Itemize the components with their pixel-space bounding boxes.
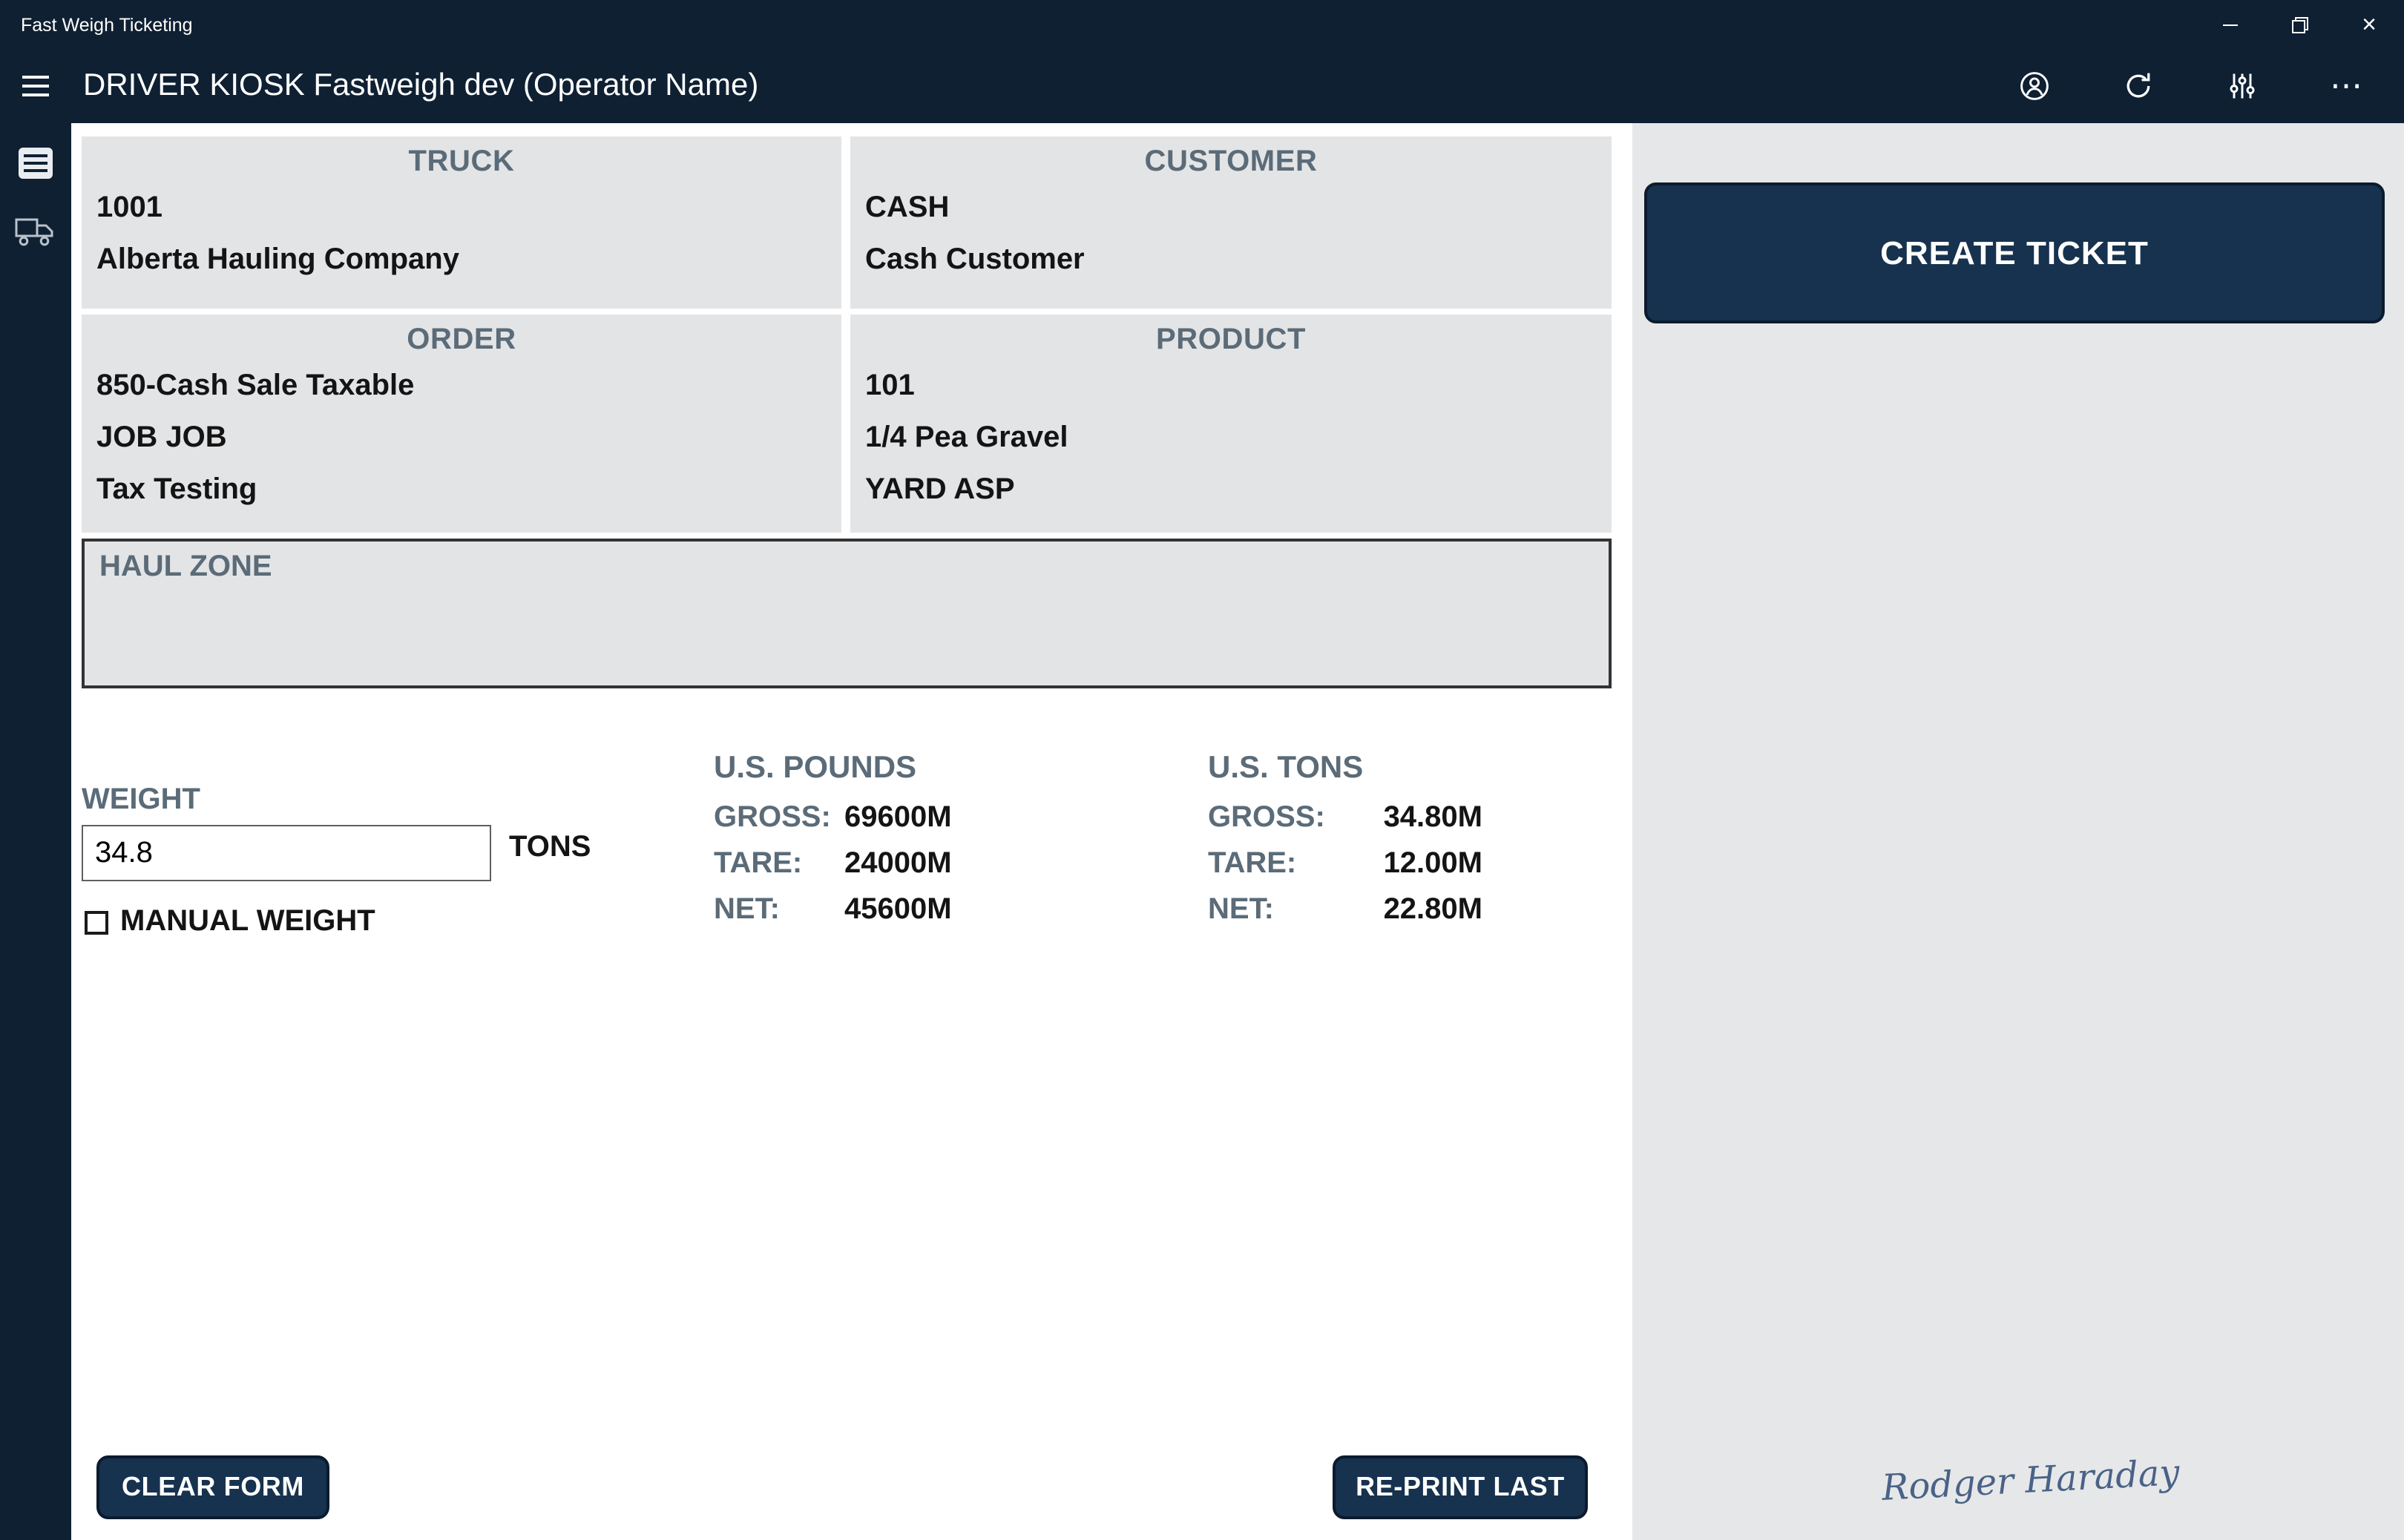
pounds-gross-row: GROSS: 69600M <box>714 795 1011 841</box>
close-button[interactable]: × <box>2334 0 2404 49</box>
order-code: 850-Cash Sale Taxable <box>96 369 415 402</box>
product-panel[interactable]: PRODUCT 101 1/4 Pea Gravel YARD ASP <box>850 315 1612 533</box>
pounds-gross-value: 69600M <box>844 801 952 834</box>
window-controls: × <box>2195 0 2404 49</box>
us-pounds-readout: U.S. POUNDS GROSS: 69600M TARE: 24000M N… <box>714 751 1011 933</box>
menu-icon[interactable] <box>0 49 71 123</box>
pounds-tare-value: 24000M <box>844 847 952 880</box>
pounds-gross-label: GROSS: <box>714 801 831 834</box>
pounds-net-value: 45600M <box>844 893 952 926</box>
signature: Rodger Haraday <box>1880 1452 2181 1509</box>
customer-panel[interactable]: CUSTOMER CASH Cash Customer <box>850 136 1612 309</box>
app-header: DRIVER KIOSK Fastweigh dev (Operator Nam… <box>0 49 2404 123</box>
tons-gross-label: GROSS: <box>1208 801 1325 834</box>
window-title: Fast Weigh Ticketing <box>21 14 193 35</box>
weight-input[interactable] <box>82 825 491 881</box>
product-yard: YARD ASP <box>865 473 1015 506</box>
tons-tare-value: 12.00M <box>1383 847 1482 880</box>
order-job: JOB JOB <box>96 421 227 454</box>
manual-weight-label: MANUAL WEIGHT <box>120 905 375 938</box>
create-ticket-button[interactable]: CREATE TICKET <box>1644 182 2385 323</box>
truck-panel-title: TRUCK <box>408 145 515 178</box>
weight-label: WEIGHT <box>82 783 200 816</box>
pounds-net-label: NET: <box>714 893 780 926</box>
minimize-button[interactable] <box>2195 0 2265 49</box>
truck-icon[interactable] <box>12 212 59 251</box>
header-actions: ⋯ <box>2015 67 2404 105</box>
ticket-list-icon[interactable] <box>12 144 59 182</box>
right-panel: CREATE TICKET Rodger Haraday <box>1632 123 2404 1540</box>
maximize-button[interactable] <box>2265 0 2334 49</box>
page-title: DRIVER KIOSK Fastweigh dev (Operator Nam… <box>83 68 759 102</box>
truck-panel[interactable]: TRUCK 1001 Alberta Hauling Company <box>82 136 841 309</box>
pounds-tare-label: TARE: <box>714 847 803 880</box>
sidebar <box>0 123 71 1540</box>
order-panel-title: ORDER <box>407 323 516 356</box>
tons-net-label: NET: <box>1208 893 1274 926</box>
tons-tare-row: TARE: 12.00M <box>1208 841 1490 887</box>
product-name: 1/4 Pea Gravel <box>865 421 1068 454</box>
reprint-last-button[interactable]: RE-PRINT LAST <box>1333 1455 1588 1519</box>
sliders-icon[interactable] <box>2223 67 2262 105</box>
tons-tare-label: TARE: <box>1208 847 1297 880</box>
weight-unit-label: TONS <box>509 831 591 863</box>
more-icon[interactable]: ⋯ <box>2327 67 2365 105</box>
titlebar: Fast Weigh Ticketing × <box>0 0 2404 49</box>
customer-name: Cash Customer <box>865 243 1085 276</box>
clear-form-button[interactable]: CLEAR FORM <box>96 1455 329 1519</box>
manual-weight-checkbox[interactable] <box>85 910 108 934</box>
haul-zone-title: HAUL ZONE <box>99 550 272 583</box>
pounds-net-row: NET: 45600M <box>714 887 1011 933</box>
restore-icon <box>2291 16 2308 33</box>
user-icon[interactable] <box>2015 67 2054 105</box>
manual-weight-toggle[interactable]: MANUAL WEIGHT <box>85 905 375 939</box>
minimize-icon <box>2222 24 2237 25</box>
tons-net-value: 22.80M <box>1383 893 1482 926</box>
truck-number: 1001 <box>96 191 162 224</box>
pounds-tare-row: TARE: 24000M <box>714 841 1011 887</box>
customer-code: CASH <box>865 191 950 224</box>
truck-name: Alberta Hauling Company <box>96 243 459 276</box>
tons-gross-row: GROSS: 34.80M <box>1208 795 1490 841</box>
weight-section: WEIGHT TONS MANUAL WEIGHT <box>82 783 705 976</box>
haul-zone-panel[interactable]: HAUL ZONE <box>82 539 1612 688</box>
us-tons-readout: U.S. TONS GROSS: 34.80M TARE: 12.00M NET… <box>1208 751 1490 933</box>
us-tons-title: U.S. TONS <box>1208 751 1364 785</box>
product-code: 101 <box>865 369 915 402</box>
customer-panel-title: CUSTOMER <box>1144 145 1318 178</box>
order-description: Tax Testing <box>96 473 257 506</box>
order-panel[interactable]: ORDER 850-Cash Sale Taxable JOB JOB Tax … <box>82 315 841 533</box>
refresh-icon[interactable] <box>2119 67 2158 105</box>
us-pounds-title: U.S. POUNDS <box>714 751 917 785</box>
product-panel-title: PRODUCT <box>1156 323 1306 356</box>
tons-net-row: NET: 22.80M <box>1208 887 1490 933</box>
tons-gross-value: 34.80M <box>1383 801 1482 834</box>
